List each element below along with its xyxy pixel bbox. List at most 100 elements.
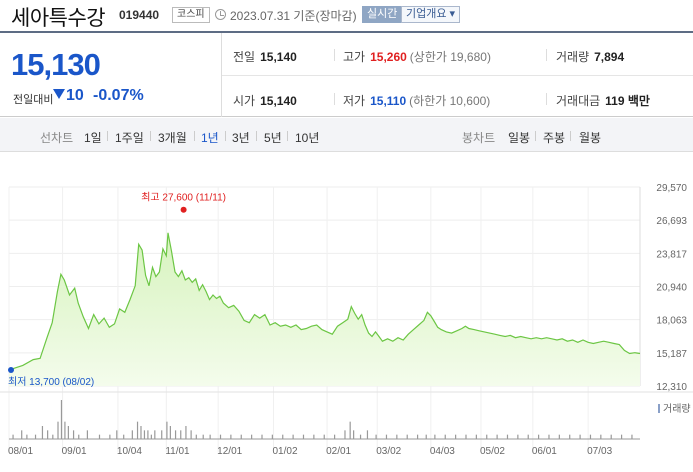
volume-bar (116, 430, 118, 439)
volume-bar (527, 434, 529, 439)
volume-bar (41, 426, 44, 439)
volume-bar (558, 434, 560, 439)
x-tick-label: 09/01 (62, 446, 87, 457)
volume-chart: 거래량 (0, 391, 693, 440)
divider (107, 131, 108, 141)
candle-chart-label: 봉차트 (462, 131, 496, 145)
volume-bar (52, 434, 54, 439)
x-tick-label: 08/01 (8, 446, 33, 457)
volume-bar (444, 434, 446, 439)
volume-bar (150, 434, 152, 439)
period-10y[interactable]: 10년 (295, 131, 320, 145)
volume-bar (271, 434, 273, 439)
volume-bar (230, 434, 232, 439)
volume-bar (169, 426, 171, 439)
divider (150, 131, 151, 141)
volume-bar (251, 434, 253, 439)
x-axis: 08/01 09/01 10/04 11/01 12/01 01/02 02/01 03/02… (8, 446, 613, 457)
y-tick-label: 23,817 (656, 249, 687, 260)
period-3m[interactable]: 3개월 (158, 131, 187, 145)
period-3y[interactable]: 3년 (232, 131, 250, 145)
volume-bar (261, 434, 263, 439)
line-chart-label: 선차트 (40, 131, 74, 145)
change-rate: -0.07% (93, 87, 144, 104)
low-price: 저가 15,110 (하한가 10,600) (343, 92, 490, 109)
volume-bar (195, 434, 197, 439)
x-tick-label: 03/02 (376, 446, 401, 457)
change-amount: 10 (66, 87, 84, 104)
volume-bar (589, 434, 592, 439)
volume: 거래량 7,894 (556, 48, 624, 65)
volume-bar (47, 430, 49, 439)
realtime-button[interactable]: 실시간 (362, 6, 403, 23)
volume-bar (538, 434, 540, 439)
volume-bar (190, 430, 192, 439)
period-1y[interactable]: 1년 (201, 131, 219, 145)
volume-bar (72, 430, 75, 439)
volume-bar (396, 434, 398, 439)
period-bar: 선차트 1일 1주일 3개월 1년 3년 5년 10년 봉차트 일봉 주봉 월봉 (0, 118, 693, 152)
company-overview-dropdown[interactable]: 기업개요 ▾ (401, 6, 461, 23)
volume-bar (292, 434, 294, 439)
volume-bar (455, 434, 457, 439)
high-price: 고가 15,260 (상한가 19,680) (343, 48, 491, 65)
period-1w[interactable]: 1주일 (115, 131, 144, 145)
volume-bar (610, 434, 612, 439)
candle-monthly[interactable]: 월봉 (579, 131, 602, 145)
volume-bar (313, 434, 315, 439)
volume-bar (109, 434, 111, 439)
divider (546, 49, 547, 61)
change-label: 전일대비 (13, 94, 54, 106)
y-tick-label: 18,063 (656, 316, 687, 327)
change-value: 10 (53, 87, 84, 105)
candle-daily[interactable]: 일봉 (508, 131, 531, 145)
volume-bar (166, 421, 168, 439)
x-tick-label: 10/04 (117, 446, 142, 457)
x-tick-label: 01/02 (273, 446, 298, 457)
volume-bar (174, 430, 177, 439)
volume-bar (579, 434, 581, 439)
max-price-dot (180, 206, 187, 213)
volume-bar (425, 434, 427, 439)
high-label: 고가 (343, 50, 366, 64)
volume-bar (349, 421, 351, 439)
volume-bar (209, 434, 211, 439)
volume-bar (154, 430, 156, 439)
volume-bar (334, 434, 336, 439)
volume-label: 거래량 (556, 50, 590, 64)
volume-bar (506, 434, 509, 439)
y-axis: 29,570 26,693 23,817 20,940 18,063 15,187 12,3… (656, 183, 687, 393)
volume-bar (240, 434, 242, 439)
period-5y[interactable]: 5년 (264, 131, 282, 145)
upper-limit: (상한가 19,680) (409, 50, 491, 64)
price-markers: 최고 27,600 (11/11) 최저 13,700 (08/02) (8, 192, 226, 388)
volume-bar (161, 430, 163, 439)
volume-bar (21, 430, 23, 439)
x-tick-label: 06/01 (532, 446, 557, 457)
low-label: 저가 (343, 94, 366, 108)
divider (535, 131, 536, 141)
divider (225, 131, 226, 141)
divider (334, 49, 335, 61)
volume-bar (406, 434, 408, 439)
stock-header: 세아특수강 019440 코스피 2023.07.31 기준(장마감) 실시간 … (0, 0, 693, 30)
market-badge: 코스피 (172, 7, 210, 23)
volume-value: 7,894 (594, 50, 625, 64)
prev-close-label: 전일 (233, 50, 256, 64)
y-tick-label: 15,187 (656, 349, 687, 360)
volume-bar (180, 430, 182, 439)
period-1d[interactable]: 1일 (84, 131, 102, 145)
min-price-dot (8, 366, 14, 373)
volume-bar (202, 434, 204, 439)
min-price-label: 최저 13,700 (08/02) (8, 376, 94, 388)
volume-bar (323, 434, 325, 439)
open-price: 시가 15,140 (233, 92, 297, 109)
open-label: 시가 (233, 94, 256, 108)
price-chart[interactable]: 29,570 26,693 23,817 20,940 18,063 15,187 12,3… (0, 152, 693, 472)
volume-bar (465, 434, 467, 439)
volume-bar (140, 426, 142, 439)
y-tick-label: 26,693 (656, 216, 687, 227)
stock-code: 019440 (119, 8, 160, 22)
candle-weekly[interactable]: 주봉 (543, 131, 566, 145)
volume-legend-swatch (658, 404, 660, 413)
